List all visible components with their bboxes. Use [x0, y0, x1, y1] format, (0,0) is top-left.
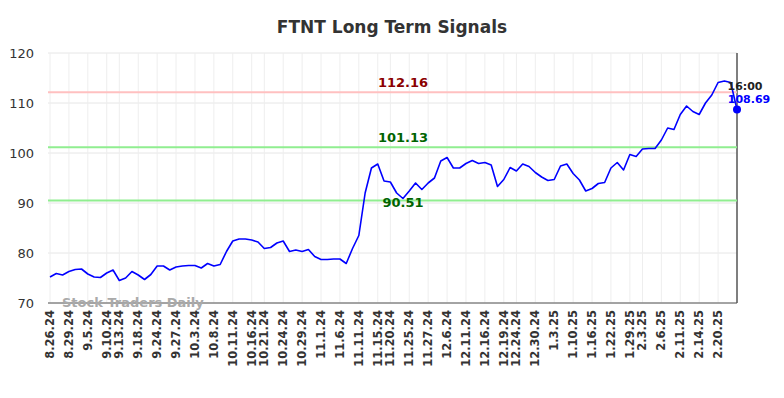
price-line [50, 81, 737, 281]
x-grid [428, 53, 429, 303]
x-grid [87, 53, 88, 303]
x-grid [50, 53, 51, 303]
x-tick-label: 2.20.25 [711, 310, 725, 359]
x-tick-label: 11.25.24 [402, 310, 416, 367]
x-grid [535, 53, 536, 303]
x-grid [516, 53, 517, 303]
x-tick-label: 2.6.25 [654, 310, 668, 351]
x-grid [661, 53, 662, 303]
x-grid [642, 53, 643, 303]
y-tick-label: 100 [9, 146, 34, 161]
y-grid [48, 253, 737, 254]
x-grid [484, 53, 485, 303]
end-value: 108.69 [728, 93, 770, 106]
x-grid [465, 53, 466, 303]
x-tick-label: 2.11.25 [673, 310, 687, 359]
x-tick-label: 8.29.24 [62, 310, 76, 359]
x-grid [699, 53, 700, 303]
y-tick-label: 80 [17, 246, 34, 261]
x-grid [119, 53, 120, 303]
plot [48, 81, 737, 281]
level-label: 90.51 [382, 195, 423, 210]
y-grid [48, 153, 737, 154]
x-grid [377, 53, 378, 303]
x-tick-label: 1.10.25 [566, 310, 580, 359]
x-tick-label: 11.6.24 [333, 310, 347, 359]
x-tick-label: 11.11.24 [352, 310, 366, 367]
y-tick-label: 110 [9, 96, 34, 111]
x-grid [321, 53, 322, 303]
x-tick-label: 11.27.24 [421, 310, 435, 367]
x-grid [339, 53, 340, 303]
x-tick-label: 8.26.24 [43, 310, 57, 359]
x-tick-label: 10.29.24 [295, 310, 309, 367]
x-tick-label: 1.16.25 [585, 310, 599, 359]
x-grid [68, 53, 69, 303]
x-grid [718, 53, 719, 303]
x-grid [302, 53, 303, 303]
x-tick-label: 9.27.24 [169, 310, 183, 359]
x-grid [610, 53, 611, 303]
y-tick-label: 120 [9, 46, 34, 61]
x-tick-label: 10.8.24 [207, 310, 221, 359]
x-tick-label: 10.11.24 [226, 310, 240, 367]
y-grid [48, 53, 737, 54]
x-tick-label: 2.14.25 [692, 310, 706, 359]
x-tick-label: 12.11.24 [459, 310, 473, 367]
chart: 7080901001101208.26.248.29.249.5.249.10.… [0, 0, 784, 398]
x-tick-label: 11.1.24 [314, 310, 328, 359]
x-grid [358, 53, 359, 303]
x-grid [251, 53, 252, 303]
x-grid [447, 53, 448, 303]
y-tick-label: 90 [17, 196, 34, 211]
x-grid [106, 53, 107, 303]
y-tick-label: 70 [17, 296, 34, 311]
level-label: 112.16 [378, 75, 428, 90]
x-grid [629, 53, 630, 303]
title: FTNT Long Term Signals [277, 17, 507, 37]
x-tick-label: 10.24.24 [276, 310, 290, 367]
x-grid [409, 53, 410, 303]
x-tick-label: 10.21.24 [257, 310, 271, 367]
x-grid [283, 53, 284, 303]
x-tick-label: 12.16.24 [478, 310, 492, 367]
x-grid [573, 53, 574, 303]
x-tick-label: 1.3.25 [547, 310, 561, 351]
x-tick-label: 12.6.24 [440, 310, 454, 359]
x-tick-label: 9.5.24 [81, 310, 95, 351]
x-tick-label: 12.24.24 [509, 310, 523, 367]
x-grid [680, 53, 681, 303]
x-tick-label: 11.20.24 [383, 310, 397, 367]
x-grid [138, 53, 139, 303]
end-point [733, 106, 741, 114]
y-grid [48, 103, 737, 104]
level-label: 101.13 [378, 130, 428, 145]
end-time: 16:00 [727, 80, 762, 93]
watermark: Stock Traders Daily [62, 295, 204, 310]
x-tick-label: 2.3.25 [635, 310, 649, 351]
x-tick-label: 9.18.24 [131, 310, 145, 359]
level-line [48, 146, 737, 148]
x-tick-label: 10.3.24 [188, 310, 202, 359]
x-grid [176, 53, 177, 303]
x-tick-label: 1.22.25 [604, 310, 618, 359]
x-grid [232, 53, 233, 303]
x-grid [264, 53, 265, 303]
x-tick-label: 9.24.24 [150, 310, 164, 359]
x-grid [592, 53, 593, 303]
level-line [48, 91, 737, 93]
x-tick-label: 12.30.24 [528, 310, 542, 367]
x-tick-label: 9.13.24 [112, 310, 126, 359]
x-grid [390, 53, 391, 303]
